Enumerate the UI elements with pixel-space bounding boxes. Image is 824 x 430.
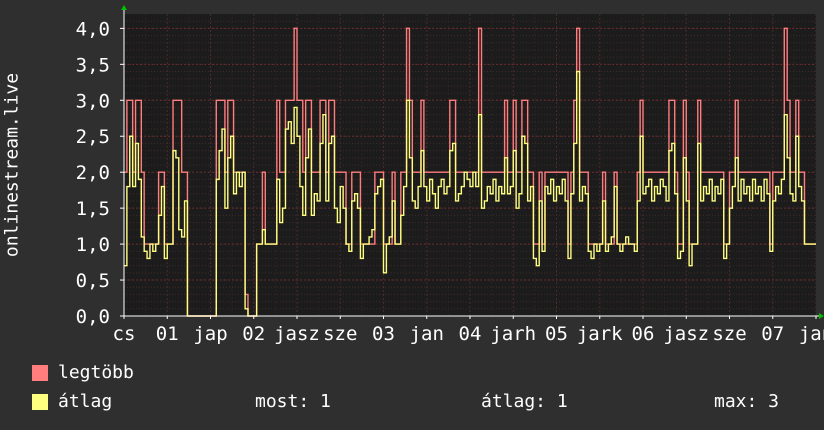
x-tick-label: jasz bbox=[274, 323, 320, 345]
x-tick-label: jasz bbox=[663, 323, 709, 345]
x-tick-label: jan bbox=[799, 323, 824, 345]
x-tick-label: 07 bbox=[761, 323, 784, 345]
y-tick-label: 0,0 bbox=[76, 306, 110, 328]
y-tick-label: 0,5 bbox=[76, 270, 110, 292]
stat-average: átlag: 1 bbox=[481, 391, 568, 412]
x-tick-label: 06 bbox=[632, 323, 655, 345]
x-tick-label: jan bbox=[410, 323, 444, 345]
x-ticks: cs 01 jap 02 jasz sze 03 jan 04 jarh 05 jark 06 jasz s… bbox=[113, 316, 824, 345]
x-axis-arrow bbox=[819, 313, 824, 319]
y-axis-label: onlinestream.live bbox=[1, 72, 23, 258]
x-tick-label: 02 bbox=[242, 323, 265, 345]
y-tick-label: 1,5 bbox=[76, 198, 110, 220]
x-tick-label: cs bbox=[113, 323, 136, 345]
y-tick-label: 3,0 bbox=[76, 90, 110, 112]
y-ticks: 0,0 0,5 1,0 1,5 2,0 2,5 3,0 3,5 4,0 bbox=[76, 18, 124, 328]
y-tick-label: 3,5 bbox=[76, 54, 110, 76]
x-tick-label: 01 bbox=[156, 323, 179, 345]
x-tick-label: jap bbox=[193, 323, 227, 345]
y-axis-arrow bbox=[121, 5, 127, 10]
x-tick-label: sze bbox=[323, 323, 357, 345]
y-tick-label: 2,5 bbox=[76, 126, 110, 148]
legend-label-max: legtöbb bbox=[58, 362, 134, 383]
legend-swatch-max bbox=[32, 365, 48, 381]
legend-label-avg: átlag bbox=[58, 391, 113, 412]
y-tick-label: 2,0 bbox=[76, 162, 110, 184]
y-tick-label: 4,0 bbox=[76, 18, 110, 40]
axes bbox=[121, 5, 824, 319]
x-tick-label: 05 bbox=[545, 323, 568, 345]
x-tick-label: 04 bbox=[459, 323, 482, 345]
x-tick-label: jarh bbox=[490, 323, 536, 345]
y-tick-label: 1,0 bbox=[76, 234, 110, 256]
y-axis-label-wrap: onlinestream.live bbox=[0, 0, 24, 340]
x-tick-label: 03 bbox=[372, 323, 395, 345]
legend-swatch-avg bbox=[32, 394, 48, 410]
stat-max: max: 3 bbox=[714, 391, 780, 412]
x-tick-label: jark bbox=[577, 323, 623, 345]
stat-current: most: 1 bbox=[255, 391, 331, 412]
x-tick-label: sze bbox=[712, 323, 746, 345]
